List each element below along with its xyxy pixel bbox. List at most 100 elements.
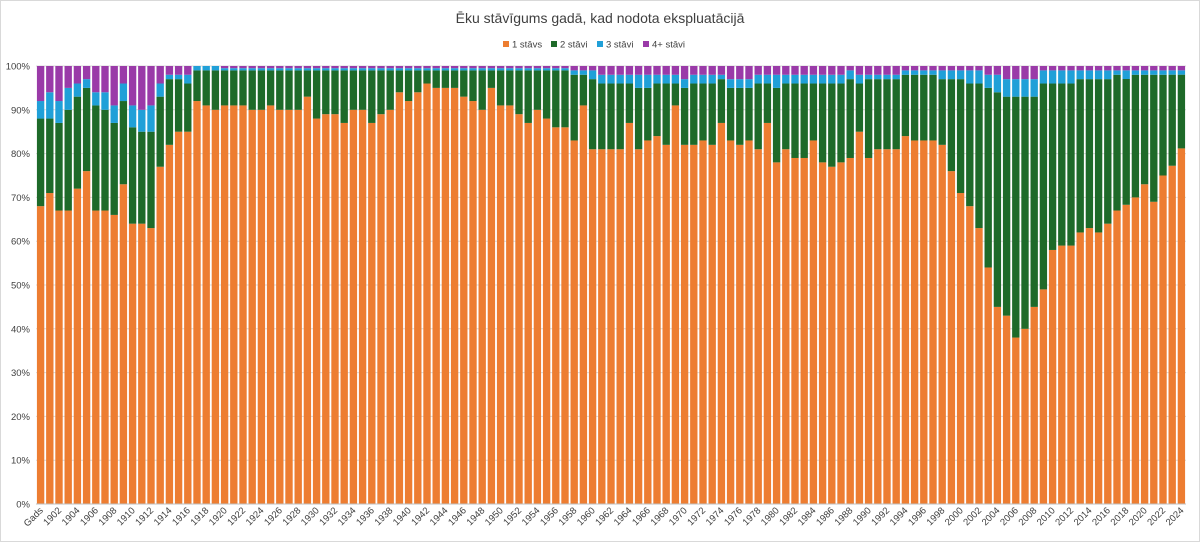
bar-segment-3	[239, 68, 247, 71]
bars	[36, 66, 1186, 505]
bar-segment-4	[184, 66, 192, 75]
bar-segment-4	[441, 66, 450, 69]
bar-segment-2	[763, 83, 772, 123]
y-tick-label: 50%	[11, 281, 31, 292]
bar-segment-2	[506, 70, 514, 106]
bar-segment-3	[800, 74, 808, 84]
bar-segment-4	[266, 66, 275, 69]
bar-segment-4	[230, 66, 238, 69]
bar-segment-4	[101, 66, 109, 93]
bar-segment-1	[1122, 204, 1130, 504]
bar-segment-1	[1076, 232, 1084, 504]
bar-segment-1	[579, 105, 588, 505]
bar-segment-2	[874, 79, 882, 150]
bar-segment-2	[680, 87, 689, 145]
bar-segment-1	[607, 149, 615, 504]
bar-segment-4	[579, 66, 588, 71]
bar-segment-3	[1048, 70, 1057, 84]
bar-segment-1	[625, 122, 634, 504]
bar-segment-4	[496, 66, 505, 69]
bar-segment-4	[377, 66, 385, 69]
bar-segment-2	[588, 79, 597, 150]
bar-segment-1	[588, 149, 597, 504]
bar-segment-3	[1030, 79, 1038, 97]
bar-segment-3	[1094, 70, 1103, 80]
bar-segment-3	[975, 70, 983, 84]
bar-segment-2	[165, 79, 174, 145]
bar-segment-2	[1104, 79, 1112, 224]
bar-segment-1	[266, 105, 275, 505]
bar-segment-4	[404, 66, 413, 69]
bar-segment-4	[110, 66, 118, 106]
bar-segment-3	[855, 74, 864, 84]
y-tick-label: 80%	[11, 149, 31, 160]
bar-segment-2	[1094, 79, 1103, 233]
bar-segment-2	[1140, 74, 1149, 185]
bar-segment-2	[128, 127, 137, 224]
bar-segment-1	[340, 122, 348, 504]
bar-segment-3	[202, 66, 210, 71]
bar-segment-4	[607, 66, 615, 75]
bar-segment-4	[46, 66, 54, 93]
bar-segment-4	[864, 66, 873, 75]
legend-swatch-2	[551, 41, 557, 47]
bar-segment-3	[984, 74, 992, 88]
bar-segment-4	[662, 66, 670, 75]
bar-segment-1	[322, 114, 330, 505]
bar-segment-3	[184, 74, 192, 84]
bar-segment-1	[423, 83, 431, 505]
bar-segment-4	[791, 66, 799, 75]
bar-segment-4	[772, 66, 781, 75]
bar-segment-2	[818, 83, 827, 163]
bar-segment-1	[1177, 148, 1186, 504]
bar-segment-2	[1122, 79, 1130, 205]
bar-segment-4	[690, 66, 698, 75]
bar-segment-1	[92, 210, 100, 505]
bar-segment-1	[404, 101, 413, 504]
bar-segment-2	[469, 70, 477, 102]
bar-segment-4	[588, 66, 597, 71]
bar-segment-4	[920, 66, 928, 71]
bar-segment-2	[138, 131, 146, 224]
bar-segment-1	[230, 105, 238, 505]
bar-segment-4	[1177, 66, 1186, 71]
bar-segment-3	[1140, 70, 1149, 75]
bar-segment-2	[64, 109, 72, 211]
bar-segment-2	[736, 87, 744, 145]
bar-segment-3	[1076, 70, 1084, 80]
bar-segment-4	[524, 66, 532, 69]
bar-segment-3	[524, 68, 532, 71]
bar-segment-4	[828, 66, 836, 75]
bar-segment-2	[653, 83, 661, 137]
y-tick-label: 20%	[11, 412, 31, 423]
bar-segment-2	[174, 79, 183, 132]
bar-segment-4	[653, 66, 661, 75]
bar-segment-2	[929, 74, 937, 141]
bar-segment-1	[828, 166, 836, 505]
bar-segment-4	[1002, 66, 1011, 80]
bar-segment-3	[616, 74, 624, 84]
bar-segment-4	[174, 66, 183, 75]
bar-segment-3	[607, 74, 615, 84]
bar-segment-4	[929, 66, 937, 71]
bar-segment-4	[1021, 66, 1029, 80]
bar-segment-3	[542, 68, 551, 71]
bar-segment-1	[653, 136, 661, 504]
bar-segment-1	[984, 267, 992, 504]
bar-segment-3	[552, 68, 560, 71]
bar-segment-4	[533, 66, 542, 69]
bar-segment-2	[377, 70, 385, 115]
bar-segment-4	[138, 66, 146, 110]
bar-segment-2	[607, 83, 615, 150]
bar-segment-1	[101, 210, 109, 505]
bar-segment-2	[542, 70, 551, 119]
bar-segment-3	[276, 68, 284, 71]
bar-segment-1	[1159, 175, 1167, 504]
bar-segment-2	[395, 70, 404, 93]
bar-segment-4	[883, 66, 891, 75]
bar-segment-4	[239, 66, 247, 69]
bar-segment-2	[966, 83, 974, 207]
bar-segment-1	[1104, 223, 1112, 504]
bar-segment-1	[864, 157, 873, 505]
bar-segment-1	[791, 157, 799, 505]
